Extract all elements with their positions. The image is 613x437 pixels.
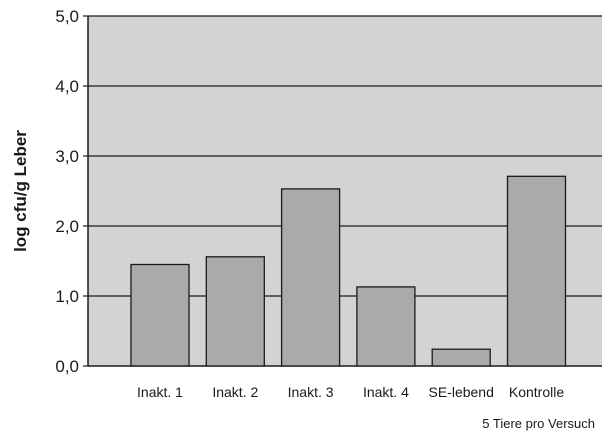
x-category-label: Kontrolle	[509, 384, 564, 400]
y-tick-label: 4,0	[55, 77, 79, 96]
y-tick-label: 3,0	[55, 147, 79, 166]
x-axis-labels: Inakt. 1 Inakt. 2 Inakt. 3 Inakt. 4 SE-leben…	[137, 384, 564, 400]
y-tick-label: 5,0	[55, 7, 79, 26]
bar-inakt-1	[130, 263, 190, 367]
x-category-label: Inakt. 1	[137, 384, 183, 400]
sample-size-note: 5 Tiere pro Versuch	[482, 416, 595, 431]
y-tick-label: 2,0	[55, 217, 79, 236]
bar-kontrolle	[506, 175, 567, 367]
bar-se-lebend	[431, 348, 491, 367]
x-category-label: Inakt. 4	[363, 384, 409, 400]
bar-inakt-3	[280, 188, 341, 367]
bar-inakt-4	[356, 286, 416, 367]
y-tick-label: 1,0	[55, 287, 79, 306]
x-category-label: Inakt. 3	[288, 384, 334, 400]
bar-inakt-2	[205, 256, 265, 367]
y-tick-label: 0,0	[55, 357, 79, 376]
y-axis-title: log cfu/g Leber	[11, 130, 30, 252]
y-axis-ticks: 0,0 1,0 2,0 3,0 4,0 5,0	[55, 7, 88, 376]
x-category-label: Inakt. 2	[212, 384, 258, 400]
bars	[130, 175, 567, 367]
x-category-label: SE-lebend	[429, 384, 494, 400]
